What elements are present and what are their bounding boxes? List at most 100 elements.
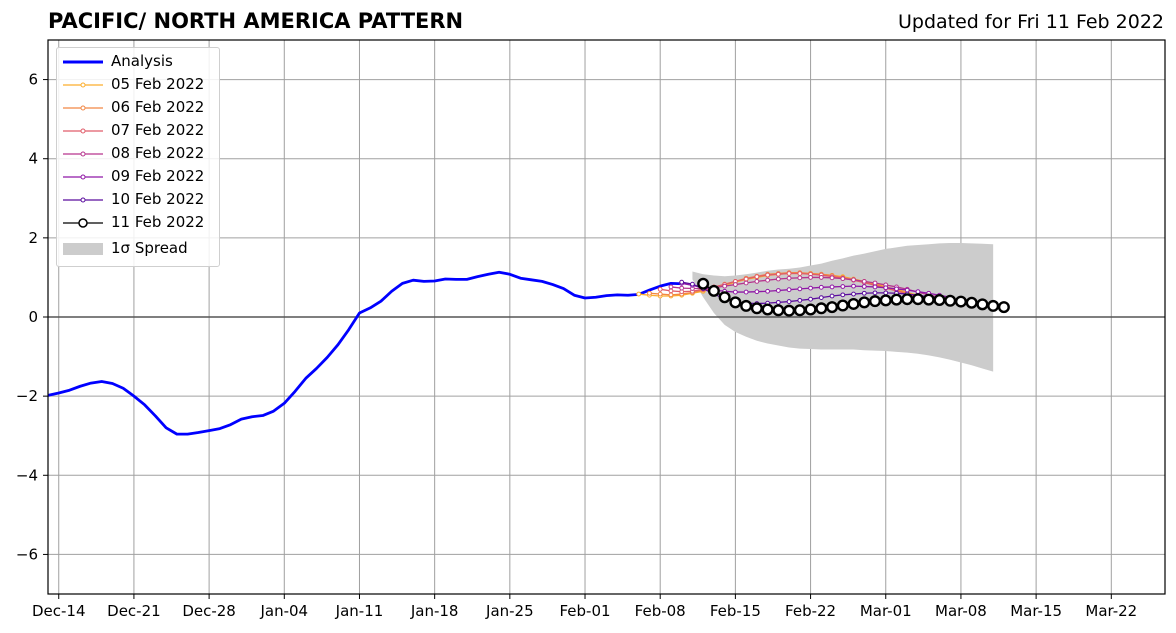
series-point-6	[750, 302, 763, 315]
x-tick-label: Mar-22	[1085, 602, 1137, 620]
series-point-3	[808, 275, 813, 280]
legend-item-series-4: 09 Feb 2022	[57, 165, 217, 187]
legend-label-series-5: 10 Feb 2022	[111, 190, 205, 208]
series-point-2	[754, 274, 760, 280]
legend-swatch-spread	[63, 243, 103, 255]
series-point-2	[743, 276, 749, 282]
series-point-6	[933, 293, 946, 306]
series-point-5	[829, 293, 835, 299]
series-point-5	[840, 292, 846, 298]
y-tick-label: 0	[28, 308, 38, 326]
series-point-4	[775, 288, 781, 293]
legend-label-series-0: 05 Feb 2022	[111, 75, 205, 93]
legend-label-analysis: Analysis	[111, 52, 173, 70]
y-tick-label: −6	[16, 545, 38, 563]
series-point-4	[894, 286, 899, 292]
series-point-6	[976, 298, 989, 311]
series-point-6	[965, 296, 978, 309]
legend-label-series-2: 07 Feb 2022	[111, 121, 205, 139]
legend: Analysis 05 Feb 2022 06 Feb 2022 07 Feb …	[56, 47, 220, 267]
series-point-6	[772, 304, 785, 317]
series-point-1	[657, 291, 663, 297]
legend-item-spread: 1σ Spread	[57, 237, 217, 259]
series-point-3	[851, 277, 856, 283]
series-point-4	[861, 284, 867, 289]
series-point-4	[732, 289, 738, 295]
legend-label-series-4: 09 Feb 2022	[111, 167, 205, 185]
series-point-4	[797, 286, 803, 292]
series-point-6	[697, 277, 710, 290]
series-point-3	[668, 284, 674, 290]
x-tick-label: Jan-11	[335, 602, 384, 620]
chart-title: PACIFIC/ NORTH AMERICA PATTERN	[48, 9, 464, 33]
legend-swatch-series-5	[63, 197, 103, 203]
series-point-2	[765, 272, 771, 278]
legend-swatch-series-1	[63, 105, 103, 111]
x-tick-label: Dec-28	[182, 602, 236, 620]
legend-item-series-5: 10 Feb 2022	[57, 188, 217, 210]
x-tick-label: Mar-01	[860, 602, 912, 620]
series-point-3	[775, 276, 781, 282]
series-point-0	[636, 291, 642, 297]
series-point-6	[740, 299, 753, 312]
series-point-5	[679, 279, 685, 285]
x-tick-label: Jan-25	[485, 602, 534, 620]
series-point-4	[872, 284, 878, 290]
legend-label-series-1: 06 Feb 2022	[111, 98, 205, 116]
series-point-5	[861, 290, 867, 296]
series-point-3	[786, 275, 792, 281]
series-point-1	[647, 290, 652, 296]
series-point-4	[851, 283, 856, 289]
series-point-6	[987, 299, 1000, 312]
legend-swatch-series-6	[63, 218, 103, 228]
series-point-3	[797, 275, 803, 281]
legend-swatch-series-3	[63, 151, 103, 157]
legend-swatch-analysis	[63, 60, 103, 64]
x-tick-label: Feb-22	[785, 602, 836, 620]
series-point-3	[722, 283, 728, 289]
series-point-6	[858, 296, 871, 309]
series-point-5	[808, 296, 813, 302]
series-point-5	[883, 290, 889, 296]
legend-label-series-3: 08 Feb 2022	[111, 144, 205, 162]
series-point-4	[840, 284, 846, 289]
y-tick-label: −4	[16, 466, 38, 484]
legend-item-series-6: 11 Feb 2022	[57, 211, 217, 233]
legend-item-series-3: 08 Feb 2022	[57, 142, 217, 164]
legend-swatch-series-2	[63, 128, 103, 134]
series-point-4	[883, 285, 889, 291]
series-point-5	[690, 281, 695, 287]
forecast-series	[636, 270, 1010, 317]
legend-item-series-1: 06 Feb 2022	[57, 96, 217, 118]
series-point-4	[754, 289, 760, 295]
series-point-3	[754, 278, 760, 284]
series-point-3	[818, 275, 824, 280]
series-point-2	[668, 288, 674, 294]
series-point-6	[997, 301, 1010, 314]
x-tick-label: Mar-08	[935, 602, 987, 620]
x-tick-label: Feb-01	[559, 602, 610, 620]
series-point-6	[922, 293, 935, 306]
series-point-3	[861, 278, 867, 284]
legend-item-analysis: Analysis	[57, 50, 217, 72]
series-point-6	[815, 302, 828, 315]
series-point-6	[729, 296, 742, 309]
series-point-4	[786, 287, 792, 293]
legend-swatch-series-4	[63, 174, 103, 180]
series-point-6	[890, 293, 903, 306]
x-tick-label: Jan-18	[410, 602, 459, 620]
series-point-4	[904, 287, 910, 293]
series-point-5	[797, 297, 803, 303]
series-point-6	[761, 303, 774, 316]
legend-label-series-6: 11 Feb 2022	[111, 213, 205, 231]
series-point-4	[818, 284, 824, 290]
series-point-4	[765, 288, 771, 294]
y-tick-label: 2	[28, 229, 38, 247]
series-point-6	[944, 294, 957, 307]
series-point-6	[718, 291, 731, 304]
series-point-6	[901, 293, 914, 306]
series-point-6	[826, 301, 839, 314]
series-point-3	[743, 280, 749, 286]
y-tick-label: 4	[28, 150, 38, 168]
